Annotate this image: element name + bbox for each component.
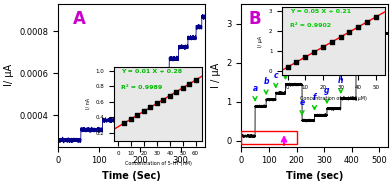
Y-axis label: I/ μA: I/ μA [4,64,14,86]
Text: g: g [324,86,330,95]
Text: c: c [274,71,278,80]
Text: e: e [299,98,305,107]
Text: a: a [252,84,258,93]
Text: A: A [73,10,86,28]
Y-axis label: I / μA: I / μA [211,63,221,88]
X-axis label: Time (Sec): Time (Sec) [102,171,161,181]
Text: i: i [355,50,357,59]
Text: B: B [249,10,261,28]
Text: f: f [313,93,316,102]
Text: b: b [263,78,269,86]
Text: h: h [338,76,343,85]
X-axis label: Time (sec): Time (sec) [286,171,343,181]
Text: j: j [376,11,378,20]
Text: d: d [283,62,288,71]
Bar [241,131,296,144]
